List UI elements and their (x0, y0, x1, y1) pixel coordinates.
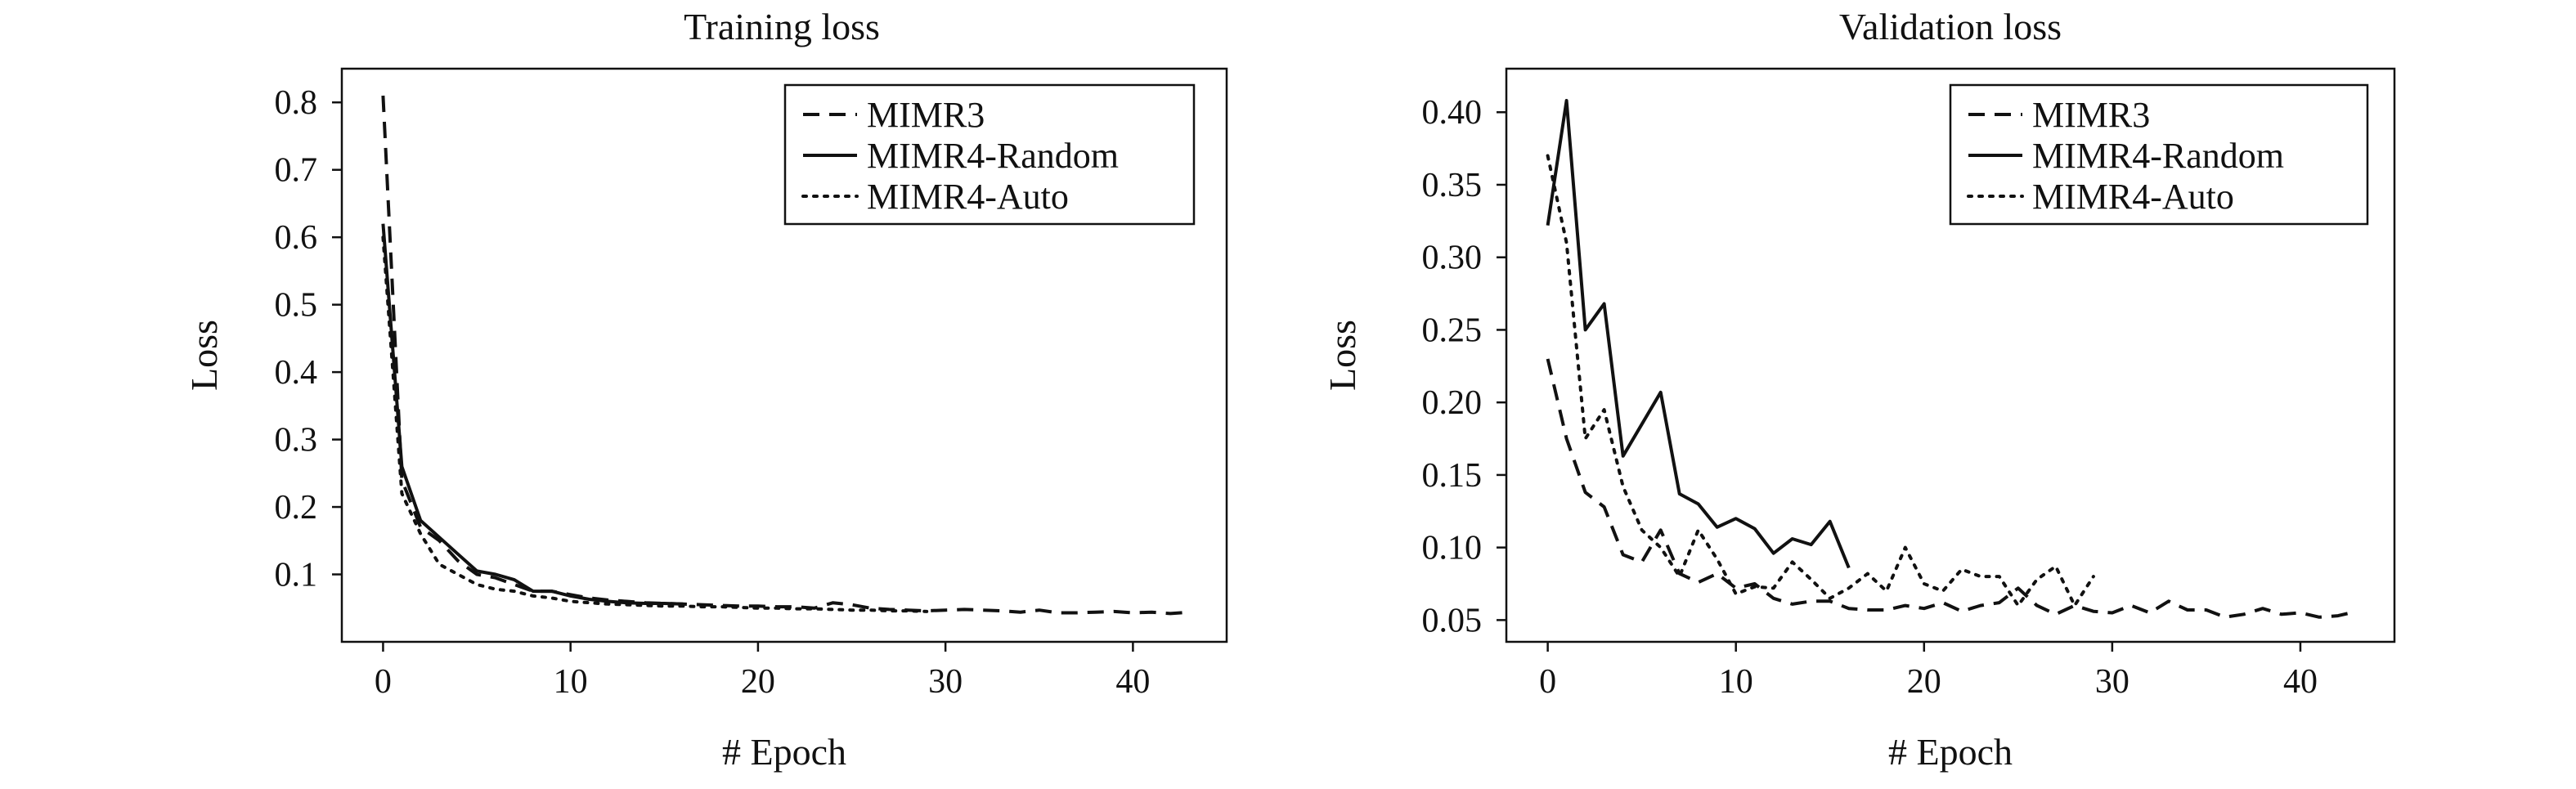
x-tick-label: 0 (1539, 663, 1556, 701)
x-tick-label: 20 (741, 663, 775, 701)
legend-box (1949, 83, 2369, 226)
y-tick-label: 0.30 (1422, 240, 1483, 277)
y-tick-label: 0.3 (275, 422, 318, 460)
plot-frame (340, 67, 1228, 643)
y-tick-label: 0.7 (275, 152, 318, 190)
legend-label: MIMR4-Random (867, 136, 1119, 176)
series-line-mimr4-auto (381, 235, 929, 613)
series-line-mimr3 (381, 95, 1190, 616)
x-axis-label: # Epoch (722, 731, 846, 773)
plot-frame (1505, 67, 2396, 643)
y-tick-label: 0.25 (1422, 312, 1483, 349)
x-tick-label: 20 (1907, 663, 1941, 701)
y-tick-label: 0.4 (275, 354, 318, 392)
y-tick-label: 0.05 (1422, 602, 1483, 639)
legend-label: MIMR4-Auto (2032, 177, 2234, 217)
y-axis-label: Loss (183, 320, 225, 391)
series-line-mimr4-auto (1546, 154, 2095, 607)
x-tick-label: 10 (1719, 663, 1753, 701)
x-tick-label: 40 (1115, 663, 1150, 701)
chart-panel-1: Training loss 0 10 20 30 40 0.1 0.2 0.3 0.4 0.5 0.6… (183, 6, 1228, 773)
legend-label: MIMR3 (2032, 95, 2150, 135)
legend-label: MIMR3 (867, 95, 985, 135)
y-tick-label: 0.15 (1422, 457, 1483, 495)
legend-label: MIMR4-Auto (867, 177, 1069, 217)
legend-label: MIMR4-Random (2032, 136, 2284, 176)
x-tick-label: 10 (554, 663, 588, 701)
y-tick-label: 0.10 (1422, 530, 1483, 567)
y-tick-label: 0.5 (275, 287, 318, 325)
y-tick-label: 0.1 (275, 557, 318, 594)
y-tick-label: 0.6 (275, 219, 318, 257)
y-tick-label: 0.2 (275, 489, 318, 527)
series-line-mimr4-random (1546, 99, 1851, 569)
series-line-mimr3 (1546, 358, 2358, 619)
x-axis-label: # Epoch (1888, 731, 2013, 773)
y-tick-label: 0.40 (1422, 94, 1483, 132)
legend-box (783, 83, 1196, 226)
y-tick-label: 0.35 (1422, 167, 1483, 204)
chart-panel-2: Validation loss 0 10 20 30 40 0.05 0.10 0.15 0.20… (1322, 6, 2396, 773)
y-axis-label: Loss (1322, 320, 1363, 391)
chart-title: Validation loss (1839, 6, 2062, 47)
x-tick-label: 30 (2095, 663, 2129, 701)
y-tick-label: 0.8 (275, 84, 318, 122)
x-tick-label: 30 (928, 663, 963, 701)
series-line-mimr4-random (381, 223, 684, 606)
y-tick-label: 0.20 (1422, 384, 1483, 422)
x-tick-label: 0 (375, 663, 392, 701)
chart-title: Training loss (684, 6, 880, 47)
x-tick-label: 40 (2283, 663, 2318, 701)
